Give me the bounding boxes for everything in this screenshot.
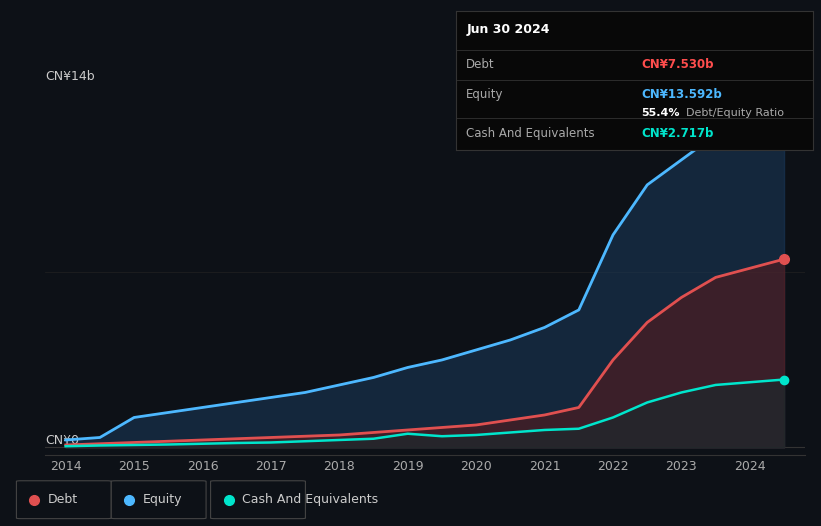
Text: CN¥0: CN¥0	[45, 434, 79, 447]
Text: Equity: Equity	[466, 88, 504, 102]
Text: CN¥13.592b: CN¥13.592b	[641, 88, 722, 102]
FancyBboxPatch shape	[211, 481, 305, 519]
Text: Jun 30 2024: Jun 30 2024	[466, 23, 550, 36]
Text: Cash And Equivalents: Cash And Equivalents	[466, 127, 595, 140]
Text: 55.4%: 55.4%	[641, 108, 680, 118]
FancyBboxPatch shape	[16, 481, 112, 519]
Text: CN¥2.717b: CN¥2.717b	[641, 127, 713, 140]
Text: Cash And Equivalents: Cash And Equivalents	[242, 493, 378, 506]
Text: Debt: Debt	[466, 58, 495, 70]
Text: Debt: Debt	[48, 493, 78, 506]
Text: Equity: Equity	[143, 493, 182, 506]
Text: Debt/Equity Ratio: Debt/Equity Ratio	[686, 108, 784, 118]
Text: CN¥14b: CN¥14b	[45, 70, 94, 83]
FancyBboxPatch shape	[112, 481, 206, 519]
Text: CN¥7.530b: CN¥7.530b	[641, 58, 714, 70]
